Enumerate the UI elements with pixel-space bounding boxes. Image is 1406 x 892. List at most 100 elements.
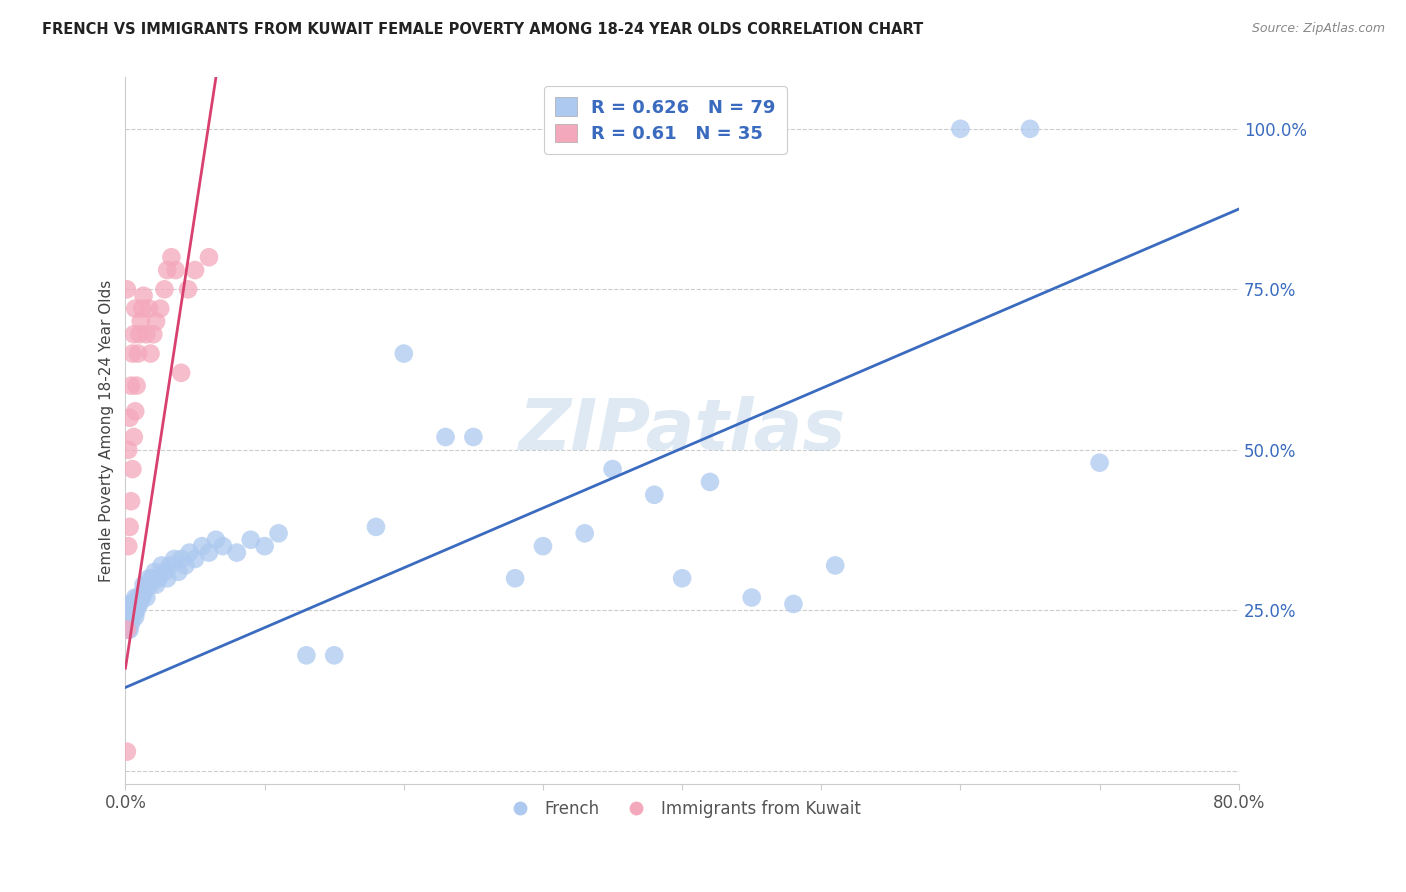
Point <box>503 571 526 585</box>
Point <box>132 577 155 591</box>
Point <box>295 648 318 663</box>
Point <box>134 584 156 599</box>
Point <box>602 462 624 476</box>
Point <box>122 597 145 611</box>
Point <box>198 250 221 264</box>
Point <box>949 121 972 136</box>
Point <box>145 577 167 591</box>
Point <box>118 410 141 425</box>
Point <box>138 571 160 585</box>
Point <box>124 609 146 624</box>
Point <box>117 539 139 553</box>
Point <box>159 558 181 573</box>
Point <box>323 648 346 663</box>
Point <box>124 301 146 316</box>
Point <box>132 584 155 599</box>
Point <box>135 327 157 342</box>
Point <box>177 282 200 296</box>
Point <box>131 301 153 316</box>
Point <box>741 591 763 605</box>
Point <box>117 616 139 631</box>
Point <box>121 597 143 611</box>
Point <box>138 301 160 316</box>
Point <box>212 539 235 553</box>
Point <box>118 623 141 637</box>
Point <box>117 609 139 624</box>
Point <box>643 488 665 502</box>
Point <box>392 346 415 360</box>
Point <box>115 616 138 631</box>
Point <box>165 263 187 277</box>
Point <box>782 597 804 611</box>
Point <box>127 591 149 605</box>
Point <box>156 571 179 585</box>
Point <box>121 346 143 360</box>
Point <box>128 597 150 611</box>
Point <box>122 603 145 617</box>
Point <box>128 591 150 605</box>
Point <box>128 327 150 342</box>
Point <box>127 346 149 360</box>
Y-axis label: Female Poverty Among 18-24 Year Olds: Female Poverty Among 18-24 Year Olds <box>100 279 114 582</box>
Point <box>115 623 138 637</box>
Point <box>174 558 197 573</box>
Point <box>122 430 145 444</box>
Point <box>170 552 193 566</box>
Point <box>671 571 693 585</box>
Point <box>574 526 596 541</box>
Point <box>253 539 276 553</box>
Point <box>129 591 152 605</box>
Text: FRENCH VS IMMIGRANTS FROM KUWAIT FEMALE POVERTY AMONG 18-24 YEAR OLDS CORRELATIO: FRENCH VS IMMIGRANTS FROM KUWAIT FEMALE … <box>42 22 924 37</box>
Point <box>239 533 262 547</box>
Point <box>124 603 146 617</box>
Point <box>163 552 186 566</box>
Point <box>160 250 183 264</box>
Point <box>127 597 149 611</box>
Point <box>118 520 141 534</box>
Point <box>364 520 387 534</box>
Point <box>117 623 139 637</box>
Point <box>120 603 142 617</box>
Point <box>142 327 165 342</box>
Point <box>205 533 228 547</box>
Point <box>179 545 201 559</box>
Point <box>139 577 162 591</box>
Point <box>824 558 846 573</box>
Point <box>167 565 190 579</box>
Point <box>125 603 148 617</box>
Point <box>129 314 152 328</box>
Point <box>153 565 176 579</box>
Text: ZIPatlas: ZIPatlas <box>519 396 846 465</box>
Point <box>131 591 153 605</box>
Point <box>148 571 170 585</box>
Point <box>120 597 142 611</box>
Point <box>115 609 138 624</box>
Point <box>115 282 138 296</box>
Point <box>139 346 162 360</box>
Point <box>463 430 485 444</box>
Point <box>149 301 172 316</box>
Point <box>170 366 193 380</box>
Point <box>184 263 207 277</box>
Point <box>125 378 148 392</box>
Point <box>143 565 166 579</box>
Point <box>132 289 155 303</box>
Point <box>122 327 145 342</box>
Legend: French, Immigrants from Kuwait: French, Immigrants from Kuwait <box>496 794 868 825</box>
Point <box>125 597 148 611</box>
Point <box>124 404 146 418</box>
Point <box>150 558 173 573</box>
Point <box>115 623 138 637</box>
Point <box>118 597 141 611</box>
Text: Source: ZipAtlas.com: Source: ZipAtlas.com <box>1251 22 1385 36</box>
Point <box>136 577 159 591</box>
Point <box>120 616 142 631</box>
Point <box>191 539 214 553</box>
Point <box>120 378 142 392</box>
Point <box>531 539 554 553</box>
Point <box>225 545 247 559</box>
Point <box>267 526 290 541</box>
Point <box>1088 456 1111 470</box>
Point <box>156 263 179 277</box>
Point <box>115 745 138 759</box>
